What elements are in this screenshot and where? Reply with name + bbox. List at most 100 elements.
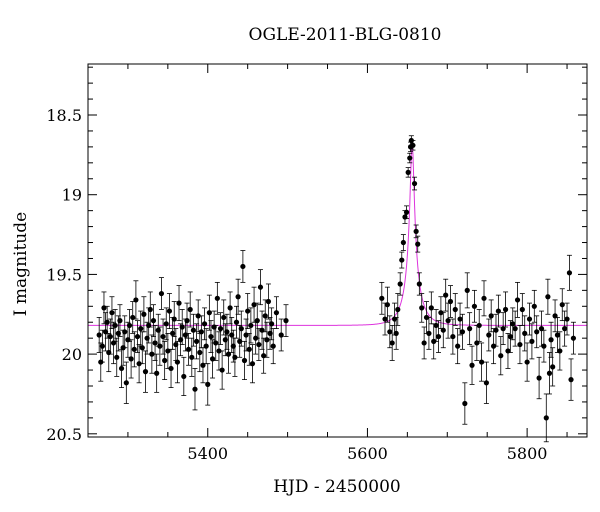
data-point	[283, 318, 289, 324]
chart-title: OGLE-2011-BLG-0810	[249, 25, 442, 45]
data-point	[399, 257, 405, 263]
data-point	[400, 239, 406, 246]
data-point	[109, 310, 115, 316]
data-point	[462, 400, 468, 407]
data-point	[168, 365, 174, 372]
data-point	[162, 357, 168, 364]
data-point	[179, 324, 185, 330]
data-point	[419, 305, 425, 311]
plot-area	[88, 135, 587, 443]
data-point	[248, 322, 254, 329]
data-point	[117, 318, 123, 324]
data-point	[190, 327, 196, 333]
data-point	[498, 353, 504, 359]
data-point	[507, 333, 513, 340]
data-point	[443, 292, 449, 298]
data-point	[265, 298, 272, 305]
data-point	[192, 386, 198, 392]
data-point	[141, 311, 147, 317]
data-point	[546, 370, 553, 376]
data-point	[548, 337, 554, 343]
y-axis-ticks: 18.5 19 19.5 20 20.5	[46, 66, 587, 444]
data-point	[181, 373, 187, 380]
data-point	[407, 155, 413, 161]
data-point	[245, 308, 251, 314]
data-point	[415, 241, 421, 247]
data-point	[459, 329, 466, 335]
data-point	[545, 294, 551, 300]
data-point	[273, 310, 280, 316]
data-point	[566, 270, 573, 276]
y-tick-label: 20	[62, 345, 82, 364]
data-point	[152, 340, 158, 346]
data-point	[133, 297, 139, 303]
data-point	[554, 332, 561, 338]
data-point	[416, 281, 422, 287]
data-point	[405, 169, 411, 175]
data-point	[198, 329, 204, 335]
data-point	[395, 306, 401, 313]
data-point	[122, 329, 128, 335]
data-point	[216, 348, 222, 354]
data-point	[269, 321, 275, 327]
data-point	[150, 318, 157, 324]
data-point	[189, 354, 195, 360]
data-point	[564, 316, 570, 322]
data-point	[201, 321, 208, 327]
x-tick-label: 5600	[347, 444, 388, 463]
data-point	[562, 326, 568, 332]
y-tick-label: 19.5	[46, 265, 82, 284]
data-point	[559, 302, 565, 308]
model-curve	[88, 142, 587, 326]
data-point	[264, 337, 270, 343]
data-point	[233, 319, 240, 325]
data-point	[107, 333, 113, 340]
data-point	[387, 329, 393, 335]
data-point	[514, 297, 521, 303]
data-point	[469, 362, 475, 368]
data-point	[206, 310, 212, 316]
data-point	[184, 318, 190, 324]
data-point	[447, 298, 454, 305]
data-point	[426, 330, 432, 336]
data-point	[428, 305, 434, 311]
data-point	[241, 357, 248, 364]
data-point	[522, 330, 528, 336]
data-point	[203, 343, 209, 349]
data-point	[421, 340, 427, 346]
data-point	[262, 313, 268, 319]
data-point	[246, 346, 252, 352]
data-point	[486, 332, 492, 338]
data-point	[479, 359, 485, 365]
data-point	[512, 326, 518, 332]
data-point	[227, 305, 233, 311]
y-tick-label: 18.5	[46, 106, 82, 125]
data-point	[541, 343, 547, 349]
data-point	[389, 340, 395, 346]
data-point	[157, 343, 163, 349]
data-point	[379, 295, 385, 301]
data-point	[382, 316, 388, 322]
data-point	[384, 302, 390, 308]
data-point	[550, 364, 556, 370]
data-point	[481, 295, 487, 301]
data-point	[536, 375, 542, 381]
data-point	[471, 303, 478, 309]
data-point	[118, 365, 125, 372]
data-point	[96, 332, 102, 338]
data-point	[131, 346, 137, 352]
data-point	[154, 370, 160, 376]
data-point	[197, 349, 203, 356]
data-point	[457, 316, 463, 322]
data-point	[278, 332, 284, 338]
data-point	[224, 329, 230, 335]
data-point	[158, 290, 165, 297]
data-point	[134, 333, 141, 340]
data-point	[476, 322, 482, 329]
data-point	[185, 346, 192, 352]
data-point	[128, 356, 134, 362]
data-point	[534, 329, 540, 335]
data-point	[543, 415, 549, 421]
data-point	[455, 343, 461, 349]
data-point	[213, 340, 219, 346]
